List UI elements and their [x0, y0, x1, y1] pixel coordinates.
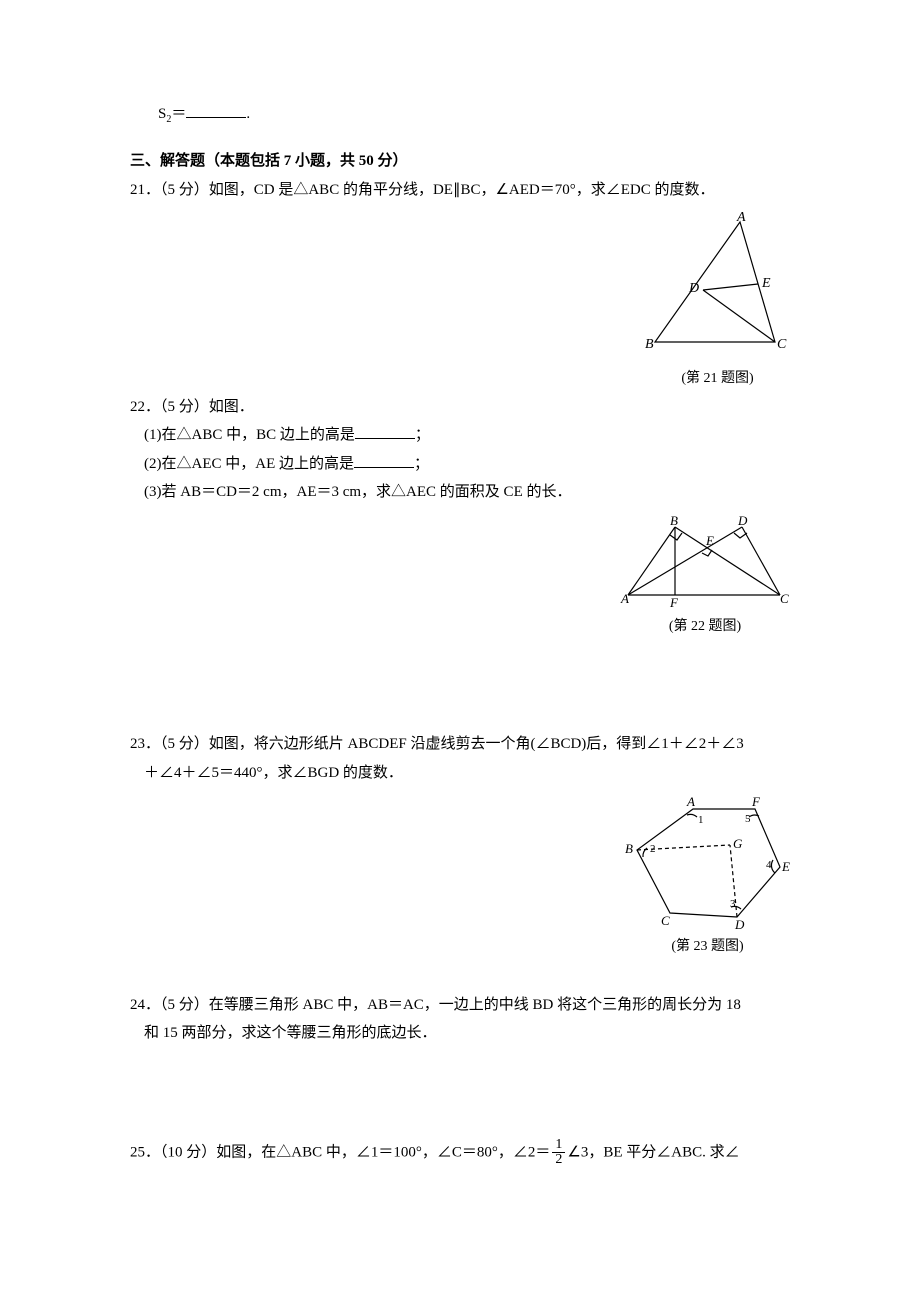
q25-post: ∠3，BE 平分∠ABC. 求∠: [567, 1144, 739, 1160]
q21-lbl-E: E: [761, 276, 771, 291]
q22-p3: (3)若 AB＝CD＝2 cm，AE＝3 cm，求△AEC 的面积及 CE 的长…: [130, 478, 800, 507]
q22-figure-wrap: A B C D E F (第 22 题图): [130, 515, 800, 641]
q23-figure: A F E D C B G 1 2 3 4 5: [625, 795, 790, 930]
q22-lbl-F: F: [669, 595, 679, 610]
q23-label: 23．（5 分）: [130, 736, 209, 752]
q22-lbl-A: A: [620, 591, 629, 606]
q23-lbl-E: E: [781, 859, 790, 874]
q23-lbl-B: B: [625, 841, 633, 856]
q21-lbl-B: B: [645, 337, 654, 352]
q22-lbl-C: C: [780, 591, 789, 606]
s2-period: .: [246, 106, 250, 122]
q25-label: 25．（10 分）: [130, 1144, 216, 1160]
q23-figure-wrap: A F E D C B G 1 2 3 4 5 (第 23 题图): [130, 795, 800, 961]
q23-line2: ＋∠4＋∠5＝440°，求∠BGD 的度数．: [130, 759, 800, 788]
blank-q22-2: [354, 452, 414, 468]
q25-fraction: 12: [552, 1138, 565, 1168]
q23-line1: 如图，将六边形纸片 ABCDEF 沿虚线剪去一个角(∠BCD)后，得到∠1＋∠2…: [209, 736, 744, 752]
q23-n2: 2: [650, 843, 656, 855]
q22-p1-pre: (1)在△ABC 中，BC 边上的高是: [144, 427, 355, 443]
q23-lbl-F: F: [751, 795, 761, 809]
q21-lbl-C: C: [777, 337, 787, 352]
blank-s2: [186, 102, 246, 118]
q23-lbl-G: G: [733, 836, 743, 851]
q21-figure-wrap: A B C D E (第 21 题图): [130, 212, 800, 393]
s2-eq: ＝: [171, 106, 186, 122]
q24-line2: 和 15 两部分，求这个等腰三角形的底边长．: [130, 1019, 800, 1048]
q22-p1: (1)在△ABC 中，BC 边上的高是 ；: [130, 421, 800, 450]
q23-lbl-D: D: [734, 917, 745, 930]
q22-p2-pre: (2)在△AEC 中，AE 边上的高是: [144, 456, 354, 472]
q23: 23．（5 分）如图，将六边形纸片 ABCDEF 沿虚线剪去一个角(∠BCD)后…: [130, 730, 800, 759]
q21-figure: A B C D E: [645, 212, 790, 362]
q21-caption: (第 21 题图): [645, 366, 790, 393]
q21: 21．（5 分）如图，CD 是△ABC 的角平分线，DE∥BC，∠AED＝70°…: [130, 176, 800, 205]
q25-pre: 如图，在△ABC 中，∠1＝100°，∠C＝80°，∠2＝: [216, 1144, 550, 1160]
q24-line1: 在等腰三角形 ABC 中，AB＝AC，一边上的中线 BD 将这个三角形的周长分为…: [209, 997, 741, 1013]
q23-lbl-C: C: [661, 913, 670, 928]
q24-label: 24．（5 分）: [130, 997, 209, 1013]
q22-p2: (2)在△AEC 中，AE 边上的高是 ；: [130, 450, 800, 479]
q21-lbl-A: A: [736, 212, 746, 225]
q22-lbl-B: B: [670, 515, 678, 528]
blank-q22-1: [355, 423, 415, 439]
q24: 24．（5 分）在等腰三角形 ABC 中，AB＝AC，一边上的中线 BD 将这个…: [130, 991, 800, 1020]
q23-n3: 3: [730, 898, 736, 910]
q25-frac-num: 1: [552, 1138, 565, 1154]
q22-label: 22．（5 分）如图．: [130, 399, 254, 415]
q23-lbl-A: A: [686, 795, 695, 809]
q22-p1-post: ；: [415, 427, 430, 443]
q22-caption: (第 22 题图): [620, 614, 790, 641]
q22-figure: A B C D E F: [620, 515, 790, 610]
q21-label: 21．（5 分）: [130, 182, 209, 198]
q25-frac-den: 2: [552, 1153, 565, 1168]
q23-n5: 5: [745, 813, 751, 825]
q22-p2-post: ；: [414, 456, 429, 472]
q21-lbl-D: D: [688, 281, 699, 296]
q23-n4: 4: [766, 859, 772, 871]
q22: 22．（5 分）如图．: [130, 393, 800, 422]
q21-text: 如图，CD 是△ABC 的角平分线，DE∥BC，∠AED＝70°，求∠EDC 的…: [209, 182, 715, 198]
q22-lbl-E: E: [705, 533, 714, 548]
q23-caption: (第 23 题图): [625, 934, 790, 961]
fragment-s2-equals: S2＝.: [130, 100, 800, 129]
section-3-header: 三、解答题（本题包括 7 小题，共 50 分）: [130, 147, 800, 176]
q23-n1: 1: [698, 814, 704, 826]
q25: 25．（10 分）如图，在△ABC 中，∠1＝100°，∠C＝80°，∠2＝12…: [130, 1138, 800, 1168]
q22-lbl-D: D: [737, 515, 748, 528]
